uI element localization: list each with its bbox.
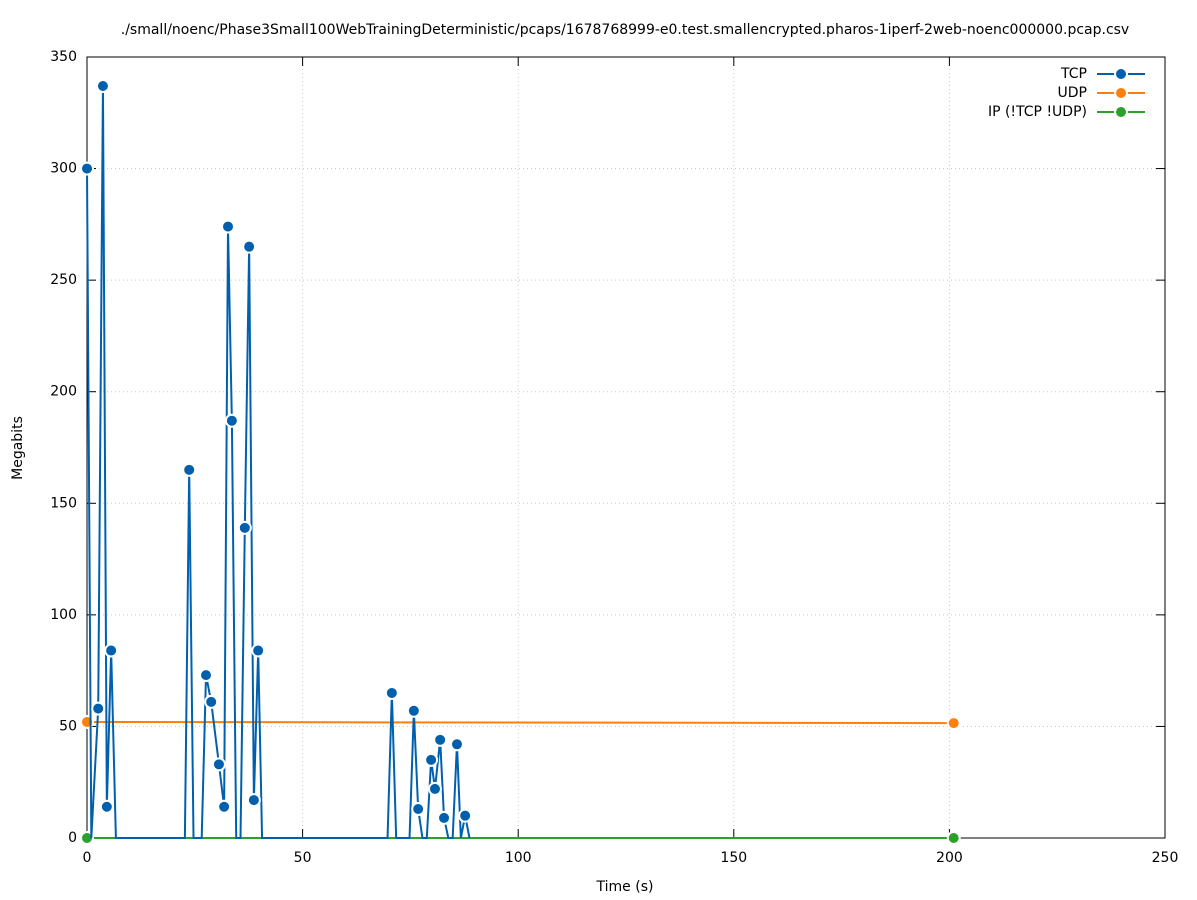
data-point [99,799,114,814]
y-tick-label: 200 [50,384,77,400]
y-tick-label: 150 [50,495,77,511]
legend-label: UDP [1058,85,1087,101]
x-tick-label: 250 [1152,850,1179,866]
data-point [946,716,961,731]
data-point [95,79,110,94]
x-tick-label: 150 [720,850,747,866]
data-point [449,737,464,752]
data-point [458,808,473,823]
x-axis-label: Time (s) [596,879,654,895]
data-point [427,781,442,796]
legend-label: IP (!TCP !UDP) [988,104,1087,120]
data-point [91,701,106,716]
data-point [204,694,219,709]
y-tick-label: 100 [50,607,77,623]
x-tick-label: 0 [83,850,92,866]
data-point [182,462,197,477]
data-point [104,643,119,658]
series-line [86,86,471,839]
data-point [406,703,421,718]
data-point [384,685,399,700]
y-tick-label: 250 [50,272,77,288]
data-point [221,219,236,234]
y-tick-label: 0 [68,830,77,846]
chart-title: ./small/noenc/Phase3Small100WebTrainingD… [121,22,1129,38]
data-point [411,801,426,816]
data-point [80,831,94,845]
legend-marker [1114,86,1128,100]
data-point [246,793,261,808]
data-point [217,799,232,814]
plot-border [86,56,1166,839]
data-point [433,732,448,747]
data-point [211,757,226,772]
x-tick-label: 50 [294,850,312,866]
y-tick-label: 300 [50,161,77,177]
data-point [437,810,452,825]
data-point [251,643,266,658]
y-tick-label: 50 [59,718,77,734]
x-tick-label: 100 [505,850,532,866]
y-axis-label: Megabits [10,416,26,480]
x-tick-label: 200 [936,850,963,866]
data-point [80,161,94,176]
data-point [224,413,239,428]
data-point [424,752,439,767]
data-point [946,831,961,845]
series-line [86,720,954,725]
data-point [242,239,257,254]
data-point [237,520,252,535]
legend-label: TCP [1060,66,1087,82]
legend-marker [1114,67,1128,81]
data-point [199,668,214,683]
y-tick-label: 350 [50,49,77,65]
legend-marker [1114,105,1128,119]
